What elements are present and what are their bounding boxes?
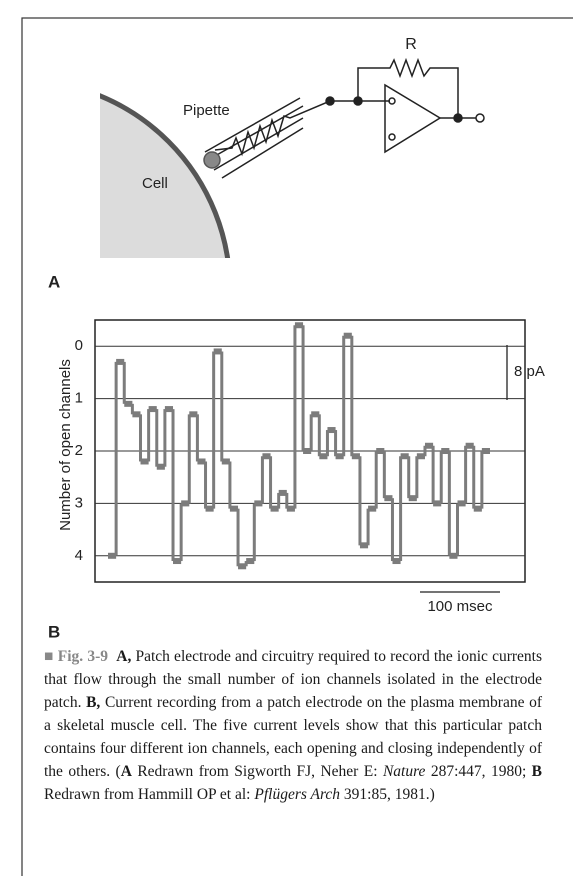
caption-text: Patch electrode and circuitry required t… — [44, 648, 542, 711]
caption-text: 287:447, 1980; — [430, 763, 527, 780]
y-tick-label: 1 — [75, 390, 83, 407]
figure-caption: ■ Fig. 3-9 A, Patch electrode and circui… — [44, 645, 542, 806]
resistor-label: R — [405, 36, 417, 53]
caption-text: Current recording from a patch electrode… — [44, 694, 543, 780]
caption-text: Redrawn from Sigworth FJ, Neher E: — [137, 763, 378, 780]
y-tick-label: 4 — [75, 547, 83, 564]
caption-bold: B — [531, 763, 543, 780]
pipette-label: Pipette — [183, 102, 230, 119]
caption-text: Redrawn from Hammill OP et al: — [44, 786, 251, 803]
caption-italic: Nature — [382, 763, 426, 780]
panel-label: B — [48, 622, 60, 641]
page-border — [21, 17, 573, 876]
cell-label: Cell — [142, 175, 168, 192]
caption-bold: A, — [116, 648, 132, 665]
y-axis-label: Number of open channels — [57, 359, 74, 531]
y-tick-label: 3 — [75, 494, 83, 511]
caption-bullet: ■ — [44, 648, 54, 665]
panel-label: A — [48, 272, 60, 291]
caption-figure-number: Fig. 3-9 — [57, 648, 108, 665]
caption-italic: Pflügers Arch — [254, 786, 341, 803]
caption-bold: B, — [86, 694, 101, 711]
caption-bold: A — [120, 763, 132, 780]
scale-bar-label: 8 pA — [514, 363, 545, 380]
scale-bar-label: 100 msec — [427, 598, 493, 615]
caption-text: 391:85, 1981.) — [343, 786, 435, 803]
circuit-diagram — [100, 57, 485, 258]
y-tick-label: 0 — [75, 337, 83, 354]
y-tick-label: 2 — [75, 442, 83, 459]
